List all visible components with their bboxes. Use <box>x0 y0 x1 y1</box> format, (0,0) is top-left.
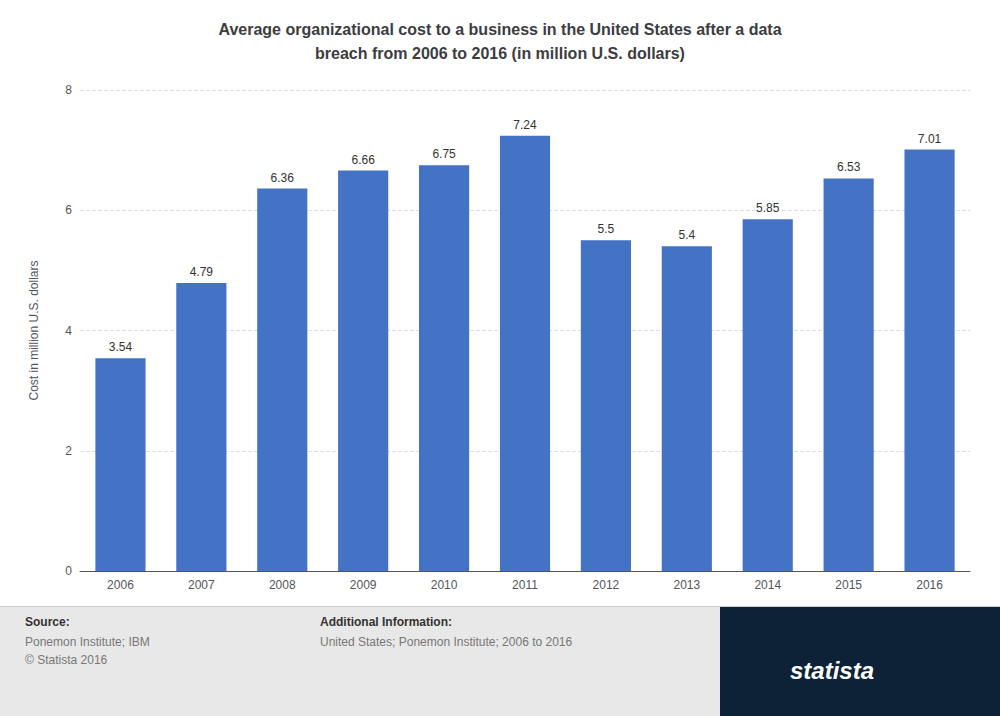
svg-text:2013: 2013 <box>673 578 700 592</box>
svg-text:2015: 2015 <box>835 578 862 592</box>
svg-text:4: 4 <box>65 324 72 338</box>
svg-text:7.24: 7.24 <box>513 118 537 132</box>
svg-text:4.79: 4.79 <box>190 265 214 279</box>
svg-text:2: 2 <box>65 444 72 458</box>
svg-text:2009: 2009 <box>350 578 377 592</box>
svg-text:2012: 2012 <box>593 578 620 592</box>
svg-text:0: 0 <box>65 564 72 578</box>
svg-text:2016: 2016 <box>916 578 943 592</box>
svg-text:5.4: 5.4 <box>678 228 695 242</box>
svg-text:Additional Information:: Additional Information: <box>320 615 452 629</box>
svg-text:Cost in million U.S. dollars: Cost in million U.S. dollars <box>27 260 41 400</box>
svg-text:2010: 2010 <box>431 578 458 592</box>
svg-text:statista: statista <box>790 657 874 684</box>
svg-text:2006: 2006 <box>107 578 134 592</box>
svg-text:Ponemon Institute; IBM: Ponemon Institute; IBM <box>25 635 150 649</box>
svg-text:6.53: 6.53 <box>837 160 861 174</box>
svg-text:6.36: 6.36 <box>271 171 295 185</box>
svg-text:Source:: Source: <box>25 615 70 629</box>
svg-text:7.01: 7.01 <box>918 132 942 146</box>
svg-text:6.66: 6.66 <box>352 153 376 167</box>
svg-text:5.85: 5.85 <box>756 201 780 215</box>
svg-text:6.75: 6.75 <box>432 147 456 161</box>
svg-text:8: 8 <box>65 83 72 97</box>
svg-text:6: 6 <box>65 203 72 217</box>
svg-text:breach from 2006 to 2016 (in m: breach from 2006 to 2016 (in million U.S… <box>315 45 685 62</box>
svg-text:2008: 2008 <box>269 578 296 592</box>
svg-text:3.54: 3.54 <box>109 340 133 354</box>
svg-text:5.5: 5.5 <box>598 222 615 236</box>
svg-text:United States; Ponemon Institu: United States; Ponemon Institute; 2006 t… <box>320 635 572 649</box>
svg-text:© Statista 2016: © Statista 2016 <box>25 653 108 667</box>
svg-text:2014: 2014 <box>754 578 781 592</box>
svg-text:Average organizational cost to: Average organizational cost to a busines… <box>218 21 781 38</box>
svg-text:2007: 2007 <box>188 578 215 592</box>
svg-text:2011: 2011 <box>512 578 538 592</box>
